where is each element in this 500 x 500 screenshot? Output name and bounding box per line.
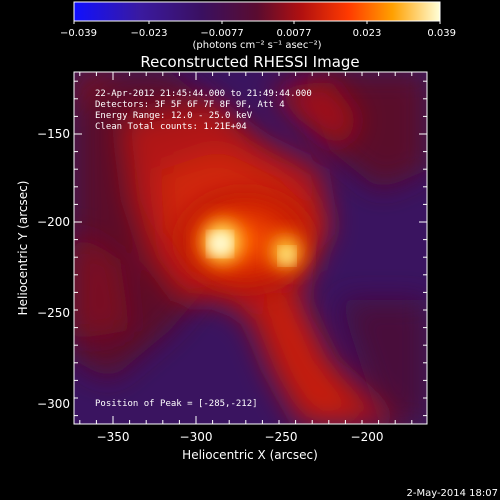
info-line: Clean Total counts: 1.21E+04 <box>95 122 247 132</box>
colorbar-tick-label: 0.0077 <box>277 28 312 39</box>
colorbar-tick-label: −0.0077 <box>200 28 243 39</box>
footer-date: 2-May-2014 18:07 <box>406 488 498 499</box>
x-tick-label: −200 <box>351 430 384 444</box>
info-line: Energy Range: 12.0 - 25.0 keV <box>95 111 253 121</box>
x-tick-label: −350 <box>97 430 130 444</box>
x-tick-label: −250 <box>265 430 298 444</box>
plot-frame <box>73 71 428 425</box>
y-axis-label: Heliocentric Y (arcsec) <box>16 181 30 316</box>
solar-image: 22-Apr-2012 21:45:44.000 to 21:49:44.000… <box>74 72 427 424</box>
info-block: 22-Apr-2012 21:45:44.000 to 21:49:44.000… <box>95 89 312 132</box>
peak-position-label: Position of Peak = [-285,-212] <box>95 399 258 409</box>
y-tick-label: −250 <box>37 306 70 320</box>
y-tick-label: −300 <box>37 397 70 411</box>
info-line: 22-Apr-2012 21:45:44.000 to 21:49:44.000 <box>95 89 312 99</box>
x-axis-ticks: −350 −300 −250 −200 <box>79 72 413 444</box>
colorbar-ticks: −0.039 −0.023 −0.0077 0.0077 0.023 0.039 <box>60 21 456 39</box>
y-axis-ticks: −150 −200 −250 −300 <box>37 80 427 417</box>
plot-title: Reconstructed RHESSI Image <box>140 53 359 71</box>
y-tick-label: −150 <box>37 127 70 141</box>
x-tick-label: −300 <box>180 430 213 444</box>
colorbar-unit-label: (photons cm⁻² s⁻¹ asec⁻²) <box>192 40 321 51</box>
info-line: Detectors: 3F 5F 6F 7F 8F 9F, Att 4 <box>95 100 285 110</box>
colorbar <box>73 1 441 22</box>
colorbar-tick-label: 0.039 <box>427 28 456 39</box>
colorbar-tick-label: −0.023 <box>130 28 167 39</box>
colorbar-tick-label: −0.039 <box>60 28 97 39</box>
y-tick-label: −200 <box>37 215 70 229</box>
colorbar-tick-label: 0.023 <box>353 28 382 39</box>
x-axis-label: Heliocentric X (arcsec) <box>182 448 318 462</box>
